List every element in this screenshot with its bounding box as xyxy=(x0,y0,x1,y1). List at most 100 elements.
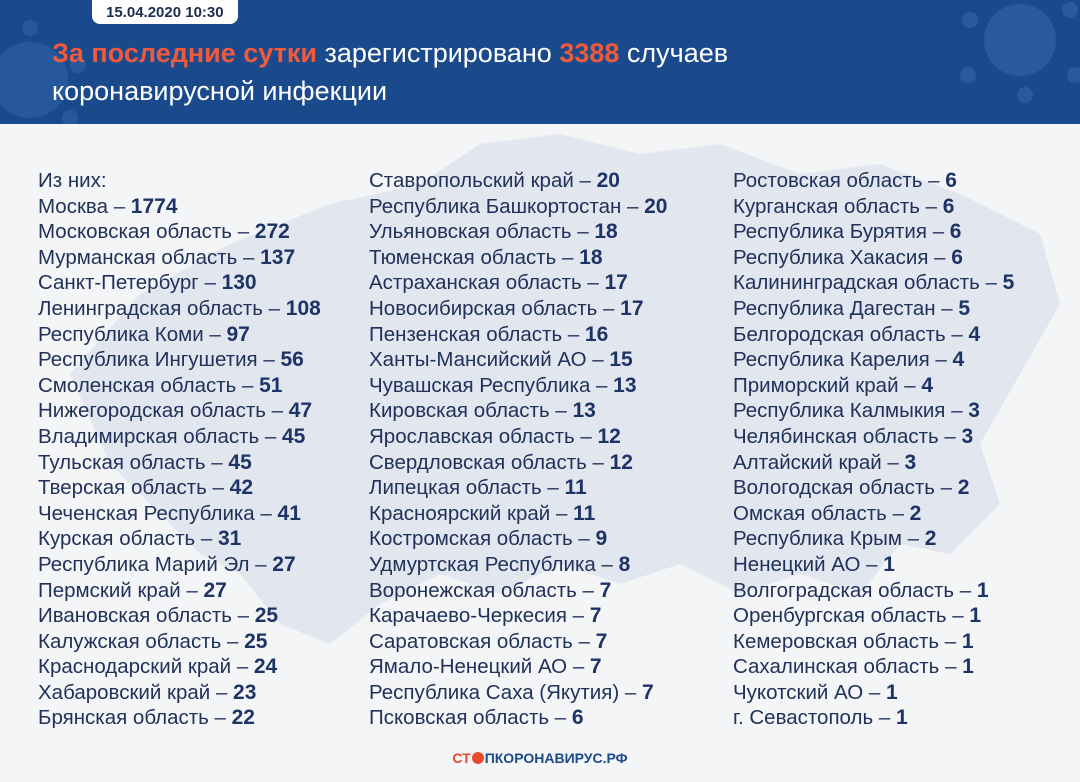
dash-separator: – xyxy=(573,169,597,192)
region-name: Курская область xyxy=(38,527,196,551)
region-name: Республика Крым xyxy=(733,527,902,551)
region-row: Республика Марий Эл – 27 xyxy=(38,552,321,578)
region-row: Ямало-Ненецкий АО – 7 xyxy=(369,654,667,680)
region-row: Нижегородская область – 47 xyxy=(38,398,321,424)
region-count: 9 xyxy=(595,527,608,551)
dash-separator: – xyxy=(574,424,598,448)
region-count: 1774 xyxy=(130,194,178,218)
region-name: Республика Калмыкия xyxy=(733,399,946,423)
dash-separator: – xyxy=(108,194,131,218)
region-row: Курская область – 31 xyxy=(38,526,321,552)
region-count: 18 xyxy=(594,220,618,244)
footer-logo-part2: ПКОРОНАВИРУС.РФ xyxy=(484,750,628,766)
dash-separator: – xyxy=(566,604,590,628)
dash-separator: – xyxy=(938,424,962,448)
region-row: Республика Дагестан – 5 xyxy=(733,296,1014,322)
dash-separator: – xyxy=(571,220,595,244)
region-name: Ставропольский край xyxy=(369,169,574,192)
dash-separator: – xyxy=(210,680,234,704)
region-count: 4 xyxy=(952,348,965,372)
region-count: 13 xyxy=(613,373,637,397)
region-name: Калужская область xyxy=(38,629,222,653)
region-row: Мурманская область – 137 xyxy=(38,245,321,271)
dash-separator: – xyxy=(898,373,922,397)
region-name: Ханты-Мансийский АО xyxy=(369,348,587,372)
dash-separator: – xyxy=(549,399,573,423)
region-row: Пермский край – 27 xyxy=(38,578,321,604)
region-row: Алтайский край – 3 xyxy=(733,450,1014,476)
region-name: Удмуртская Республика xyxy=(369,552,596,576)
region-row: Владимирская область – 45 xyxy=(38,424,321,450)
region-count: 7 xyxy=(599,578,612,602)
region-count: 56 xyxy=(280,348,304,372)
footer-logo-part1: СТ xyxy=(452,750,471,766)
region-row: Оренбургская область – 1 xyxy=(733,603,1014,629)
dash-separator: – xyxy=(954,578,977,602)
header-banner: 15.04.2020 10:30 За последние сутки заре… xyxy=(0,0,1080,124)
region-row: Белгородская область – 4 xyxy=(733,322,1014,348)
dash-separator: – xyxy=(262,296,286,320)
region-name: Хабаровский край xyxy=(38,680,211,704)
dash-separator: – xyxy=(597,296,621,320)
russia-map-background xyxy=(70,134,1060,644)
region-count: 51 xyxy=(259,373,283,397)
region-name: Москва xyxy=(38,194,108,218)
title-end: случаев xyxy=(619,38,729,68)
dash-separator: – xyxy=(939,655,963,679)
region-row: Вологодская область – 2 xyxy=(733,475,1014,501)
region-count: 12 xyxy=(597,424,621,448)
region-row: Ненецкий АО – 1 xyxy=(733,552,1014,578)
region-row: Санкт-Петербург – 130 xyxy=(38,270,321,296)
region-name: Тульская область xyxy=(38,450,206,474)
region-count: 4 xyxy=(968,322,981,346)
region-row: Чеченская Республика – 41 xyxy=(38,501,321,527)
region-count: 1 xyxy=(961,629,974,653)
virus-decoration-icon xyxy=(960,2,1080,103)
region-count: 7 xyxy=(589,604,602,628)
dash-separator: – xyxy=(621,194,645,218)
title-line2: коронавирусной инфекции xyxy=(52,76,388,106)
dash-separator: – xyxy=(919,194,943,218)
region-name: Ивановская область xyxy=(38,604,232,628)
dash-separator: – xyxy=(572,629,596,653)
region-name: Карачаево-Черкесия xyxy=(369,604,567,628)
region-row: Псковская область – 6 xyxy=(369,705,667,731)
region-count: 130 xyxy=(221,271,257,295)
region-name: Тверская область xyxy=(38,476,207,500)
title-mid: зарегистрировано xyxy=(316,38,560,68)
region-name: Республика Ингушетия xyxy=(38,348,258,372)
region-name: Московская область xyxy=(38,220,232,244)
region-count: 272 xyxy=(254,220,290,244)
title-number: 3388 xyxy=(559,38,620,68)
dash-separator: – xyxy=(265,399,289,423)
region-row: Тверская область – 42 xyxy=(38,475,321,501)
region-name: Пензенская область xyxy=(369,322,563,346)
dash-separator: – xyxy=(556,245,580,269)
region-count: 25 xyxy=(244,629,268,653)
region-name: Кемеровская область xyxy=(733,629,940,653)
dash-separator: – xyxy=(549,706,572,730)
region-row: Республика Хакасия – 6 xyxy=(733,245,1014,271)
region-row: Ставропольский край – 20 xyxy=(369,168,667,194)
region-name: Пермский край xyxy=(38,578,181,602)
region-name: Чукотский АО xyxy=(733,680,864,704)
dash-separator: – xyxy=(586,348,610,372)
region-name: Приморский край xyxy=(733,373,899,397)
dash-separator: – xyxy=(257,348,281,372)
dash-separator: – xyxy=(939,629,962,653)
region-row: Костромская область – 9 xyxy=(369,526,667,552)
region-count: 12 xyxy=(609,450,633,474)
region-name: Ульяновская область xyxy=(369,220,572,244)
dash-separator: – xyxy=(203,322,227,346)
dash-separator: – xyxy=(979,271,1003,295)
region-count: 6 xyxy=(942,194,955,218)
region-count: 13 xyxy=(572,399,596,423)
region-name: Псковская область xyxy=(369,706,550,730)
dash-separator: – xyxy=(863,680,887,704)
region-column-1: Из них: Москва – 1774 Московская область … xyxy=(38,168,321,731)
region-row: Удмуртская Республика – 8 xyxy=(369,552,667,578)
region-row: Приморский край – 4 xyxy=(733,373,1014,399)
dash-separator: – xyxy=(595,552,619,576)
region-count: 1 xyxy=(895,706,908,730)
region-row: Воронежская область – 7 xyxy=(369,578,667,604)
